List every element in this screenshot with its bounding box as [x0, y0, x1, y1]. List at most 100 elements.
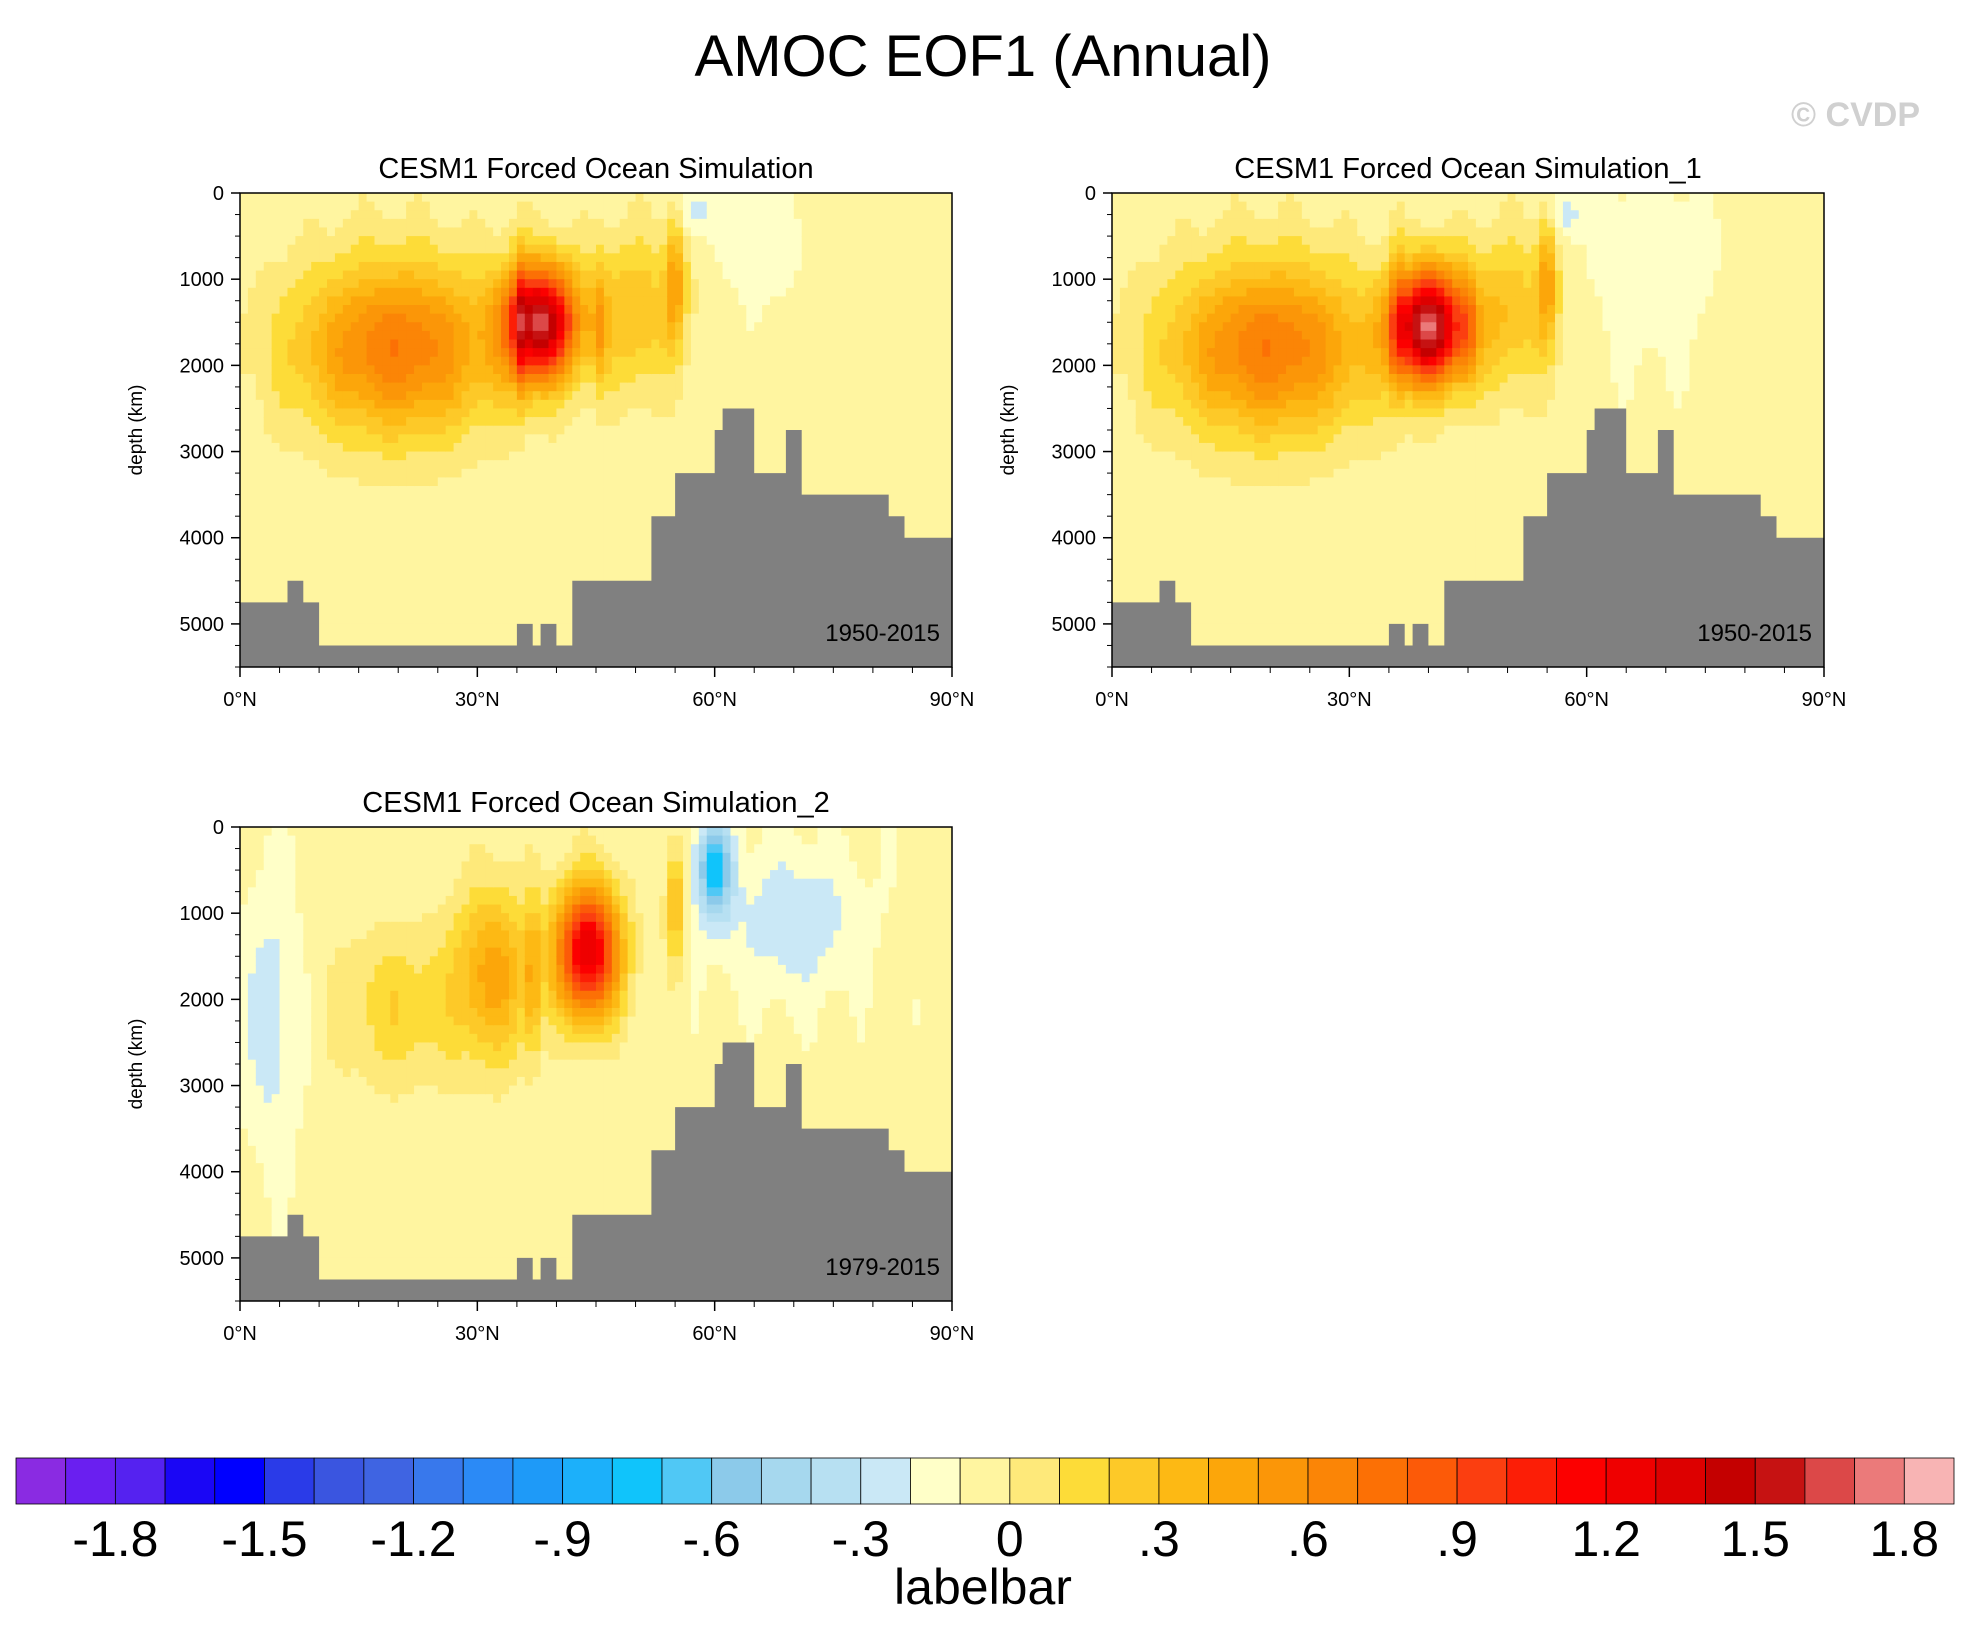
field-cell [271, 296, 281, 306]
field-cell [406, 606, 415, 616]
field-cell [263, 417, 273, 427]
field-cell [548, 434, 558, 444]
y-tick-label: 4000 [180, 528, 225, 550]
field-cell [263, 399, 273, 410]
field-cell [944, 365, 952, 375]
field-cell [833, 253, 842, 263]
field-cell [493, 598, 502, 608]
field-cell [864, 391, 874, 401]
field-cell [366, 365, 376, 375]
field-cell [453, 305, 463, 315]
field-cell [485, 434, 494, 444]
field-cell [627, 313, 637, 323]
field-cell [271, 330, 281, 341]
field-cell [398, 615, 407, 625]
field-cell [888, 261, 898, 272]
field-cell [271, 339, 281, 349]
field-cell [374, 348, 383, 358]
field-cell [382, 434, 391, 444]
field-cell [342, 477, 352, 487]
field-cell [493, 494, 502, 504]
field-cell [279, 554, 289, 565]
field-cell [928, 486, 937, 496]
field-cell [777, 330, 787, 341]
field-cell [461, 365, 471, 375]
field-cell [572, 330, 581, 341]
field-cell [469, 529, 478, 539]
field-cell [311, 554, 320, 565]
field-cell [398, 261, 407, 272]
field-cell [841, 287, 850, 298]
field-cell [303, 391, 312, 401]
field-cell [659, 193, 668, 203]
field-cell [532, 598, 542, 608]
field-cell [920, 287, 929, 298]
field-cell [240, 580, 249, 591]
field-cell [287, 210, 296, 220]
field-cell [904, 356, 914, 366]
field-cell [888, 486, 898, 496]
field-cell [414, 425, 423, 435]
field-cell [532, 477, 542, 487]
field-cell [390, 236, 399, 246]
field-cell [271, 210, 281, 220]
field-cell [698, 391, 708, 401]
field-cell [817, 434, 827, 444]
field-cell [659, 477, 668, 487]
field-cell [477, 554, 486, 565]
field-cell [928, 313, 937, 323]
field-cell [429, 210, 439, 220]
field-cell [414, 330, 423, 341]
field-cell [516, 606, 526, 616]
field-cell [627, 425, 637, 435]
field-cell [904, 425, 914, 435]
field-cell [738, 287, 747, 298]
field-cell [469, 468, 478, 478]
field-cell [548, 477, 558, 487]
field-cell [817, 382, 827, 392]
field-cell [880, 382, 890, 392]
field-cell [287, 468, 296, 478]
field-cell [588, 546, 597, 556]
field-cell [501, 322, 510, 332]
field-cell [366, 537, 376, 547]
field-cell [944, 520, 952, 530]
field-cell [896, 356, 906, 366]
field-cell [501, 606, 510, 616]
field-cell [342, 382, 352, 392]
field-cell [406, 210, 415, 220]
field-cell [319, 253, 328, 263]
field-cell [690, 270, 700, 280]
field-cell [785, 236, 795, 246]
field-cell [603, 477, 613, 487]
field-cell [651, 451, 660, 461]
field-cell [469, 330, 478, 341]
field-cell [469, 451, 478, 461]
field-cell [445, 408, 455, 418]
field-cell [501, 287, 510, 298]
field-cell [762, 434, 771, 444]
field-cell [532, 623, 542, 634]
field-cell [556, 365, 565, 375]
field-cell [770, 261, 779, 272]
field-cell [864, 365, 874, 375]
field-cell [493, 460, 502, 470]
field-cell [880, 399, 890, 410]
field-cell [287, 503, 296, 513]
field-cell [429, 451, 439, 461]
field-cell [303, 511, 312, 522]
field-cell [501, 210, 510, 220]
field-cell [247, 451, 257, 461]
field-cell [793, 218, 803, 229]
field-cell [596, 356, 605, 366]
field-cell [271, 442, 281, 453]
field-cell [524, 279, 534, 289]
field-cell [390, 520, 399, 530]
field-cell [548, 382, 558, 392]
field-cell [516, 417, 526, 427]
field-cell [390, 218, 399, 229]
field-cell [532, 391, 542, 401]
field-cell [485, 537, 494, 547]
field-cell [461, 606, 471, 616]
field-cell [722, 193, 732, 203]
